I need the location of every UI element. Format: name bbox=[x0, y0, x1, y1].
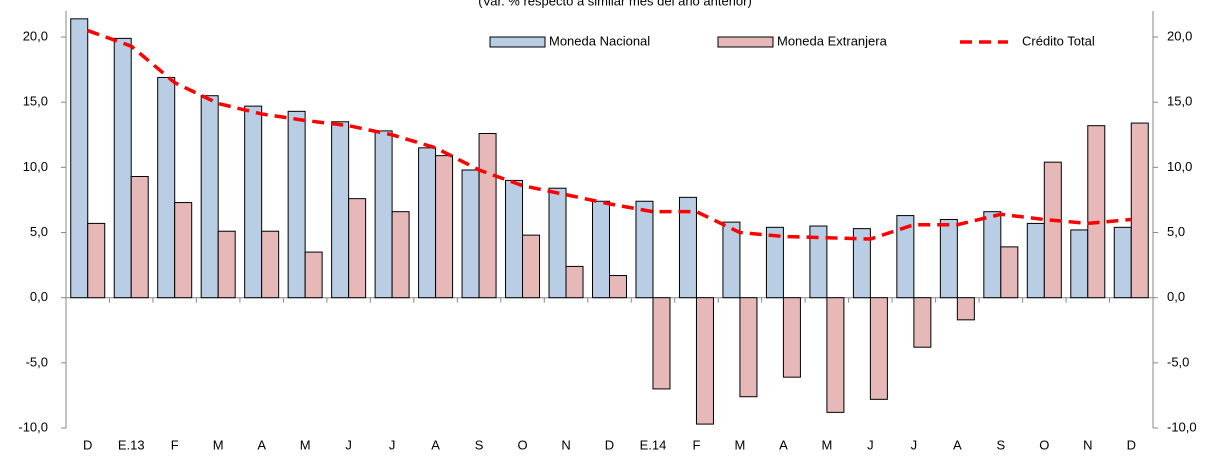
bar bbox=[1087, 125, 1106, 299]
bar bbox=[939, 219, 958, 299]
bar bbox=[348, 198, 367, 299]
x-tick-label: E.14 bbox=[640, 437, 667, 452]
legend-swatch bbox=[489, 36, 546, 48]
bar bbox=[826, 297, 845, 413]
chart-subtitle: (Var. % respecto a similar mes del año a… bbox=[478, 0, 752, 8]
y2-tick-label: 10,0 bbox=[1167, 159, 1192, 174]
y2-tick-label: 20,0 bbox=[1167, 29, 1192, 44]
bar bbox=[87, 222, 106, 299]
bar bbox=[869, 297, 888, 400]
bar bbox=[505, 179, 524, 299]
bar bbox=[157, 76, 176, 299]
bar bbox=[522, 234, 541, 299]
legend-label: Crédito Total bbox=[1022, 33, 1095, 48]
bar bbox=[130, 175, 149, 299]
y-tick-label: 20,0 bbox=[23, 29, 48, 44]
bar bbox=[1130, 122, 1149, 299]
bar bbox=[1000, 246, 1019, 299]
bar bbox=[244, 105, 263, 299]
x-tick-label: F bbox=[171, 437, 179, 452]
x-tick-label: N bbox=[1083, 437, 1092, 452]
bar bbox=[678, 196, 697, 299]
x-tick-label: S bbox=[475, 437, 484, 452]
x-tick-label: A bbox=[431, 437, 440, 452]
legend-swatch bbox=[717, 36, 774, 48]
y2-tick-label: -10,0 bbox=[1167, 419, 1197, 434]
bar bbox=[174, 202, 193, 299]
x-tick-label: J bbox=[389, 437, 396, 452]
bar bbox=[217, 230, 236, 299]
bar bbox=[1070, 229, 1089, 299]
bar bbox=[418, 147, 437, 299]
x-tick-label: A bbox=[779, 437, 788, 452]
bar bbox=[809, 225, 828, 299]
x-tick-label: J bbox=[867, 437, 874, 452]
y2-tick-label: 15,0 bbox=[1167, 94, 1192, 109]
x-tick-label: N bbox=[561, 437, 570, 452]
bar bbox=[983, 211, 1002, 299]
x-tick-label: D bbox=[605, 437, 614, 452]
bar bbox=[70, 18, 89, 299]
line-series bbox=[87, 28, 1132, 241]
x-tick-label: A bbox=[257, 437, 266, 452]
y-tick-label: 10,0 bbox=[23, 159, 48, 174]
y-tick-label: 0,0 bbox=[30, 289, 48, 304]
bar bbox=[461, 169, 480, 299]
bar bbox=[478, 132, 497, 299]
bar bbox=[896, 215, 915, 299]
legend-label: Moneda Extranjera bbox=[777, 33, 888, 48]
x-tick-label: J bbox=[911, 437, 918, 452]
bar bbox=[1043, 161, 1062, 299]
x-tick-label: E.13 bbox=[118, 437, 145, 452]
bar bbox=[287, 110, 306, 299]
x-tick-label: J bbox=[345, 437, 352, 452]
x-tick-label: S bbox=[996, 437, 1005, 452]
bar bbox=[913, 297, 932, 348]
bar bbox=[374, 130, 393, 299]
bar bbox=[200, 95, 219, 299]
x-tick-label: O bbox=[1039, 437, 1049, 452]
bar bbox=[435, 155, 454, 299]
bar bbox=[695, 297, 714, 425]
bar bbox=[852, 228, 871, 299]
y-tick-label: 15,0 bbox=[23, 94, 48, 109]
bar bbox=[391, 211, 410, 299]
bar bbox=[565, 265, 584, 299]
y-tick-label: -5,0 bbox=[26, 354, 48, 369]
bar bbox=[782, 297, 801, 378]
bar bbox=[609, 275, 627, 299]
bar bbox=[1026, 222, 1045, 299]
x-tick-label: M bbox=[821, 437, 832, 452]
y2-tick-label: 5,0 bbox=[1167, 224, 1185, 239]
bar bbox=[635, 200, 654, 299]
bar bbox=[956, 297, 975, 321]
bar bbox=[722, 221, 741, 299]
y2-tick-label: 0,0 bbox=[1167, 289, 1185, 304]
bar bbox=[592, 200, 610, 299]
x-tick-label: F bbox=[692, 437, 700, 452]
bar bbox=[261, 230, 280, 299]
bar bbox=[1113, 226, 1132, 299]
bar bbox=[739, 297, 758, 398]
y2-tick-label: -5,0 bbox=[1167, 354, 1189, 369]
x-tick-label: A bbox=[953, 437, 962, 452]
x-tick-label: M bbox=[300, 437, 311, 452]
bar bbox=[765, 226, 784, 299]
x-tick-label: M bbox=[213, 437, 224, 452]
x-tick-label: M bbox=[735, 437, 746, 452]
y-tick-label: -10,0 bbox=[18, 419, 48, 434]
bar bbox=[331, 121, 350, 299]
bar bbox=[304, 251, 323, 299]
x-tick-label: O bbox=[517, 437, 527, 452]
bar bbox=[113, 37, 132, 299]
bar bbox=[652, 297, 671, 390]
bar bbox=[548, 187, 567, 299]
x-tick-label: D bbox=[83, 437, 92, 452]
y-tick-label: 5,0 bbox=[30, 224, 48, 239]
x-tick-label: D bbox=[1127, 437, 1136, 452]
legend-label: Moneda Nacional bbox=[549, 33, 650, 48]
